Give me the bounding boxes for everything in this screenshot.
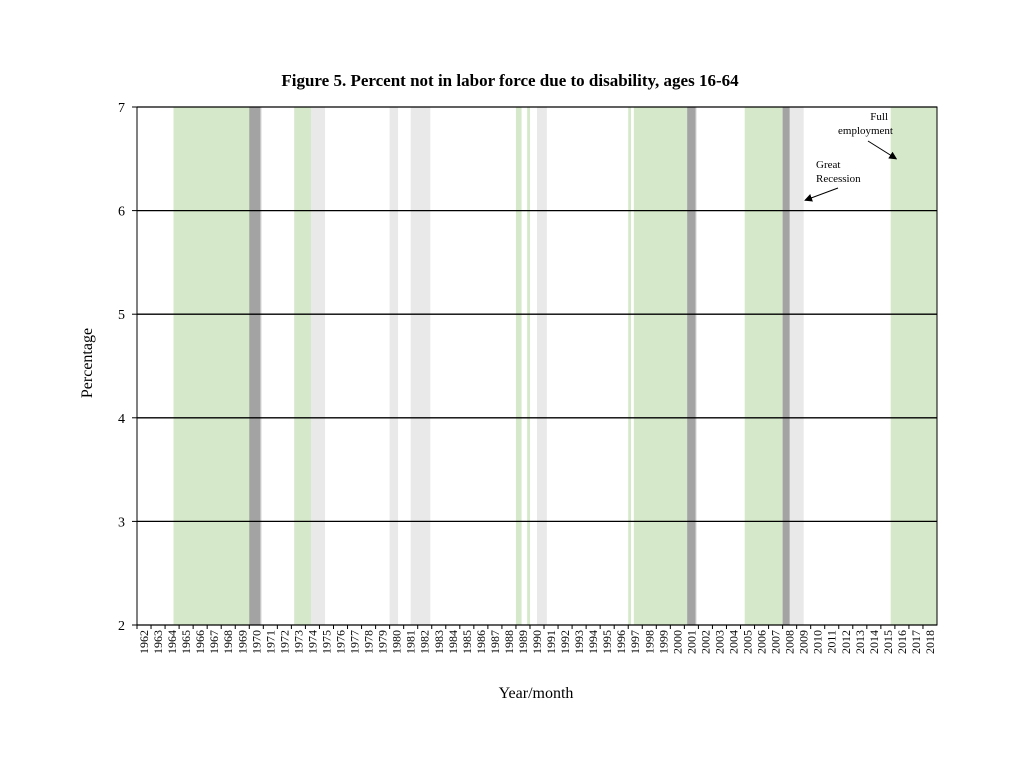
full-employment-band xyxy=(633,107,688,625)
x-tick-label: 1962 xyxy=(137,630,151,654)
x-tick-label: 1971 xyxy=(263,630,277,654)
annotations: Full employment Great Recession xyxy=(804,111,898,202)
x-tick-label: 1990 xyxy=(530,630,544,654)
annotation-line: Great xyxy=(816,159,840,171)
recession-band xyxy=(537,107,547,625)
x-tick-label: 1970 xyxy=(249,630,263,654)
x-tick-label: 2012 xyxy=(839,630,853,654)
x-axis: 1962 1963 1964 1965 1966 1967 1968 1969 1970 1971… xyxy=(136,625,937,654)
x-tick-label: 2015 xyxy=(881,630,895,654)
x-tick-label: 1988 xyxy=(502,630,516,654)
x-tick-label: 1992 xyxy=(558,630,572,654)
x-tick-label: 1996 xyxy=(614,630,628,654)
x-tick-label: 1963 xyxy=(151,630,165,654)
y-axis: 2 3 4 5 6 7 xyxy=(118,101,137,634)
annotation-line: Full xyxy=(870,111,888,123)
plot-frame xyxy=(136,106,938,626)
y-tick-label: 6 xyxy=(118,205,125,220)
x-tick-label: 1979 xyxy=(376,630,390,654)
recession-band xyxy=(311,107,326,625)
x-tick-label: 1968 xyxy=(221,630,235,654)
annotation-arrow xyxy=(867,140,898,160)
recession-band xyxy=(389,107,399,625)
x-tick-label: 2014 xyxy=(867,630,881,654)
x-tick-label: 2002 xyxy=(698,630,712,654)
chart-title: Figure 5. Percent not in labor force due… xyxy=(281,71,739,90)
x-tick-label: 1986 xyxy=(474,630,488,654)
x-tick-label: 1991 xyxy=(544,630,558,654)
x-tick-label: 2010 xyxy=(811,630,825,654)
annotation-line: Recession xyxy=(816,173,861,185)
x-tick-label: 1980 xyxy=(390,630,404,654)
x-tick-label: 2007 xyxy=(769,630,783,654)
annotation-full-employment: Full employment xyxy=(838,111,893,137)
x-tick-label: 1972 xyxy=(277,630,291,654)
x-tick-label: 2001 xyxy=(684,630,698,654)
x-tick-label: 1997 xyxy=(628,630,642,654)
y-tick-label: 7 xyxy=(118,101,125,116)
recession-band xyxy=(410,107,431,625)
x-tick-label: 2011 xyxy=(825,630,839,654)
x-tick-label: 2003 xyxy=(712,630,726,654)
x-tick-label: 2016 xyxy=(895,630,909,654)
x-tick-label: 1978 xyxy=(362,630,376,654)
x-tick-label: 1976 xyxy=(334,630,348,654)
x-tick-label: 1983 xyxy=(432,630,446,654)
overlap-band xyxy=(249,107,261,625)
y-axis-label: Percentage xyxy=(79,328,96,398)
y-tick-label: 5 xyxy=(118,308,125,323)
annotation-line: employment xyxy=(838,125,893,137)
x-tick-label: 2004 xyxy=(726,630,740,654)
x-tick-label: 2017 xyxy=(909,630,923,654)
annotation-great-recession: Great Recession xyxy=(816,159,861,185)
y-tick-label: 4 xyxy=(118,412,125,427)
x-tick-label: 1973 xyxy=(291,630,305,654)
x-tick-label: 1993 xyxy=(572,630,586,654)
x-tick-label: 1974 xyxy=(305,630,319,654)
x-tick-label: 2005 xyxy=(741,630,755,654)
x-tick-label: 1995 xyxy=(600,630,614,654)
x-tick-label: 1977 xyxy=(348,630,362,654)
x-tick-label: 1966 xyxy=(193,630,207,654)
x-tick-label: 2008 xyxy=(783,630,797,654)
x-tick-label: 1994 xyxy=(586,630,600,654)
annotation-arrow xyxy=(804,187,839,202)
full-employment-band xyxy=(744,107,783,625)
x-tick-label: 1987 xyxy=(488,630,502,654)
full-employment-band xyxy=(890,107,937,625)
shaded-bands xyxy=(173,107,937,625)
overlap-band xyxy=(687,107,696,625)
x-tick-label: 2000 xyxy=(670,630,684,654)
x-tick-label: 1982 xyxy=(418,630,432,654)
x-tick-label: 1967 xyxy=(207,630,221,654)
overlap-band xyxy=(782,107,790,625)
x-tick-label: 2013 xyxy=(853,630,867,654)
y-tick-label: 2 xyxy=(118,619,125,634)
x-tick-label: 1984 xyxy=(446,630,460,654)
x-tick-label: 1964 xyxy=(165,630,179,654)
full-employment-band xyxy=(628,107,632,625)
full-employment-band xyxy=(173,107,253,625)
x-tick-label: 1981 xyxy=(404,630,418,654)
y-tick-label: 3 xyxy=(118,515,125,530)
x-tick-label: 2018 xyxy=(923,630,937,654)
full-employment-band xyxy=(527,107,530,625)
x-tick-label: 2006 xyxy=(755,630,769,654)
x-tick-label: 1985 xyxy=(460,630,474,654)
x-tick-label: 1989 xyxy=(516,630,530,654)
x-tick-label: 1969 xyxy=(235,630,249,654)
x-tick-label: 1998 xyxy=(642,630,656,654)
x-tick-label: 1999 xyxy=(656,630,670,654)
x-axis-label: Year/month xyxy=(499,685,574,702)
x-tick-label: 2009 xyxy=(797,630,811,654)
full-employment-band xyxy=(515,107,522,625)
full-employment-band xyxy=(294,107,312,625)
x-tick-label: 1975 xyxy=(319,630,333,654)
x-tick-label: 1965 xyxy=(179,630,193,654)
